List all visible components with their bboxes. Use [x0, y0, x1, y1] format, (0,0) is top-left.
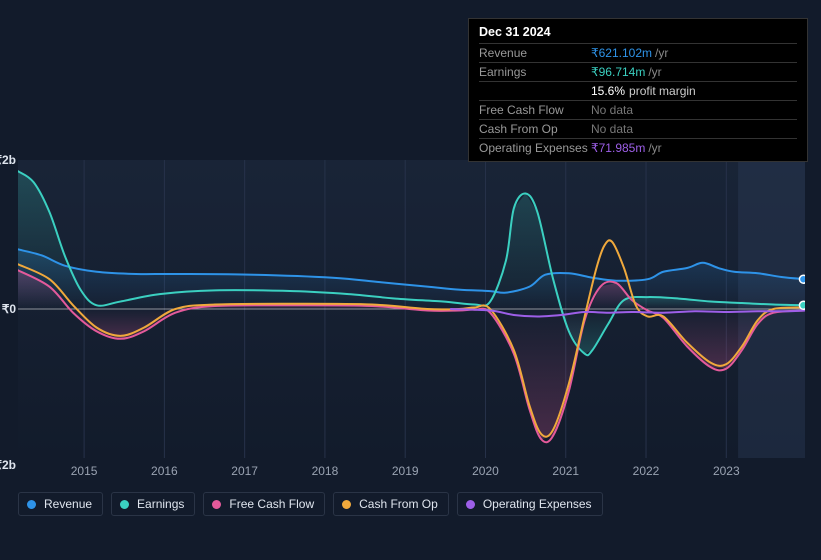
tooltip-row-value: ₹96.714m	[591, 65, 645, 79]
legend-swatch	[212, 500, 221, 509]
tooltip-row-label: Revenue	[479, 46, 591, 60]
tooltip-row: Earnings₹96.714m/yr	[479, 62, 797, 81]
chart-plot-area: ₹2b₹0-₹2b	[18, 160, 805, 458]
legend-label: Operating Expenses	[483, 497, 592, 511]
tooltip-row-label: Free Cash Flow	[479, 103, 591, 117]
legend-swatch	[120, 500, 129, 509]
x-tick-label: 2020	[472, 464, 499, 478]
tooltip-row-label: Earnings	[479, 65, 591, 79]
tooltip-row-note: profit margin	[629, 84, 696, 98]
legend-item-revenue[interactable]: Revenue	[18, 492, 103, 516]
tooltip-title: Dec 31 2024	[479, 25, 797, 39]
legend-item-cashop[interactable]: Cash From Op	[333, 492, 449, 516]
x-tick-label: 2017	[231, 464, 258, 478]
legend-item-earnings[interactable]: Earnings	[111, 492, 195, 516]
tooltip-row-value: ₹621.102m	[591, 46, 652, 60]
legend-item-fcf[interactable]: Free Cash Flow	[203, 492, 325, 516]
x-axis: 2015 2016 2017 2018 2019 2020 2021 2022 2023	[18, 464, 805, 484]
tooltip-row-value: No data	[591, 103, 633, 117]
tooltip-row-value: 15.6%	[591, 84, 625, 98]
legend-item-opex[interactable]: Operating Expenses	[457, 492, 603, 516]
y-tick-label: ₹2b	[0, 153, 16, 167]
x-tick-label: 2022	[633, 464, 660, 478]
tooltip-row: Operating Expenses₹71.985m/yr	[479, 138, 797, 157]
x-tick-label: 2016	[151, 464, 178, 478]
legend-label: Free Cash Flow	[229, 497, 314, 511]
tooltip-row: 15.6% profit margin	[479, 81, 797, 100]
x-tick-label: 2021	[552, 464, 579, 478]
legend-swatch	[466, 500, 475, 509]
x-tick-label: 2015	[71, 464, 98, 478]
tooltip-row-suffix: /yr	[655, 46, 668, 60]
tooltip-row-suffix: /yr	[648, 65, 661, 79]
y-tick-label: -₹2b	[0, 444, 16, 472]
tooltip-row-label	[479, 84, 591, 98]
x-tick-label: 2019	[392, 464, 419, 478]
legend-label: Revenue	[44, 497, 92, 511]
tooltip-card: Dec 31 2024Revenue₹621.102m/yrEarnings₹9…	[468, 18, 808, 162]
legend-label: Cash From Op	[359, 497, 438, 511]
tooltip-row-label: Operating Expenses	[479, 141, 591, 155]
legend-swatch	[342, 500, 351, 509]
tooltip-row-value: No data	[591, 122, 633, 136]
tooltip-row-suffix: /yr	[648, 141, 661, 155]
legend-swatch	[27, 500, 36, 509]
legend-label: Earnings	[137, 497, 184, 511]
legend: Revenue Earnings Free Cash Flow Cash From O…	[18, 492, 603, 516]
tooltip-row-label: Cash From Op	[479, 122, 591, 136]
x-tick-label: 2018	[312, 464, 339, 478]
y-tick-label: ₹0	[2, 302, 16, 316]
x-tick-label: 2023	[713, 464, 740, 478]
chart-svg	[18, 160, 805, 458]
tooltip-row-value: ₹71.985m	[591, 141, 645, 155]
tooltip-row: Free Cash FlowNo data	[479, 100, 797, 119]
tooltip-row: Cash From OpNo data	[479, 119, 797, 138]
tooltip-row: Revenue₹621.102m/yr	[479, 43, 797, 62]
